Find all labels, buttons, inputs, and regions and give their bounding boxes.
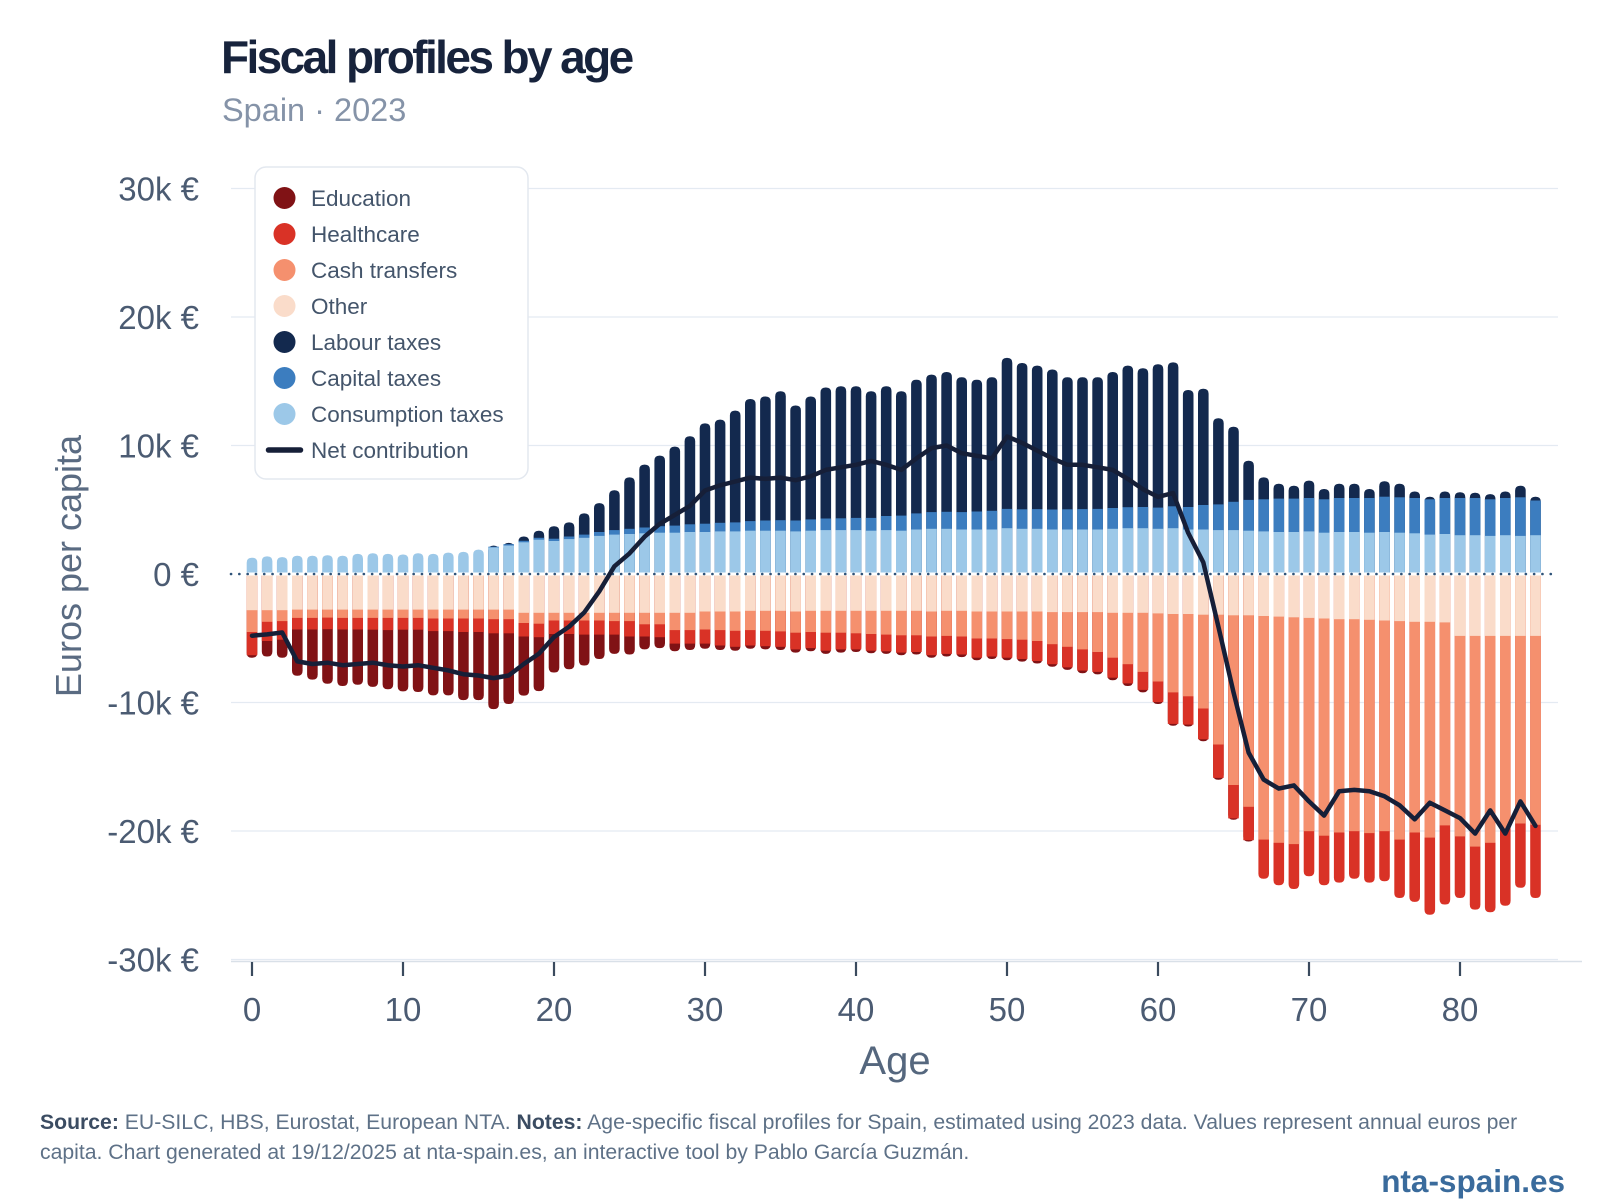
svg-text:capita. Chart generated at 19/: capita. Chart generated at 19/12/2025 at… xyxy=(40,1141,969,1164)
svg-text:0: 0 xyxy=(243,991,261,1028)
svg-text:0 €: 0 € xyxy=(153,556,199,593)
svg-text:Consumption taxes: Consumption taxes xyxy=(311,402,504,427)
svg-text:-30k €: -30k € xyxy=(107,941,199,978)
svg-text:Cash transfers: Cash transfers xyxy=(311,258,457,283)
svg-text:Healthcare: Healthcare xyxy=(311,222,420,247)
svg-text:Net contribution: Net contribution xyxy=(311,438,469,463)
svg-text:Education: Education xyxy=(311,186,411,211)
svg-text:Euros per capita: Euros per capita xyxy=(48,434,89,697)
svg-text:30: 30 xyxy=(687,991,724,1028)
svg-text:40: 40 xyxy=(838,991,875,1028)
svg-text:Capital taxes: Capital taxes xyxy=(311,366,441,391)
svg-text:70: 70 xyxy=(1291,991,1328,1028)
svg-text:Spain · 2023: Spain · 2023 xyxy=(222,92,406,128)
svg-text:nta-spain.es: nta-spain.es xyxy=(1381,1163,1565,1199)
svg-text:Source: EU-SILC, HBS, Eurostat: Source: EU-SILC, HBS, Eurostat, European… xyxy=(40,1111,1517,1134)
svg-text:10k €: 10k € xyxy=(118,427,199,464)
svg-text:-20k €: -20k € xyxy=(107,813,199,850)
svg-text:10: 10 xyxy=(385,991,422,1028)
svg-text:50: 50 xyxy=(989,991,1026,1028)
svg-text:Other: Other xyxy=(311,294,368,319)
svg-text:20k €: 20k € xyxy=(118,299,199,336)
svg-text:30k €: 30k € xyxy=(118,170,199,207)
svg-text:Age: Age xyxy=(859,1039,930,1083)
svg-text:Fiscal profiles by age: Fiscal profiles by age xyxy=(221,31,634,83)
svg-text:80: 80 xyxy=(1442,991,1479,1028)
svg-text:60: 60 xyxy=(1140,991,1177,1028)
svg-text:Labour taxes: Labour taxes xyxy=(311,330,441,355)
svg-text:20: 20 xyxy=(536,991,573,1028)
svg-text:-10k €: -10k € xyxy=(107,684,199,721)
